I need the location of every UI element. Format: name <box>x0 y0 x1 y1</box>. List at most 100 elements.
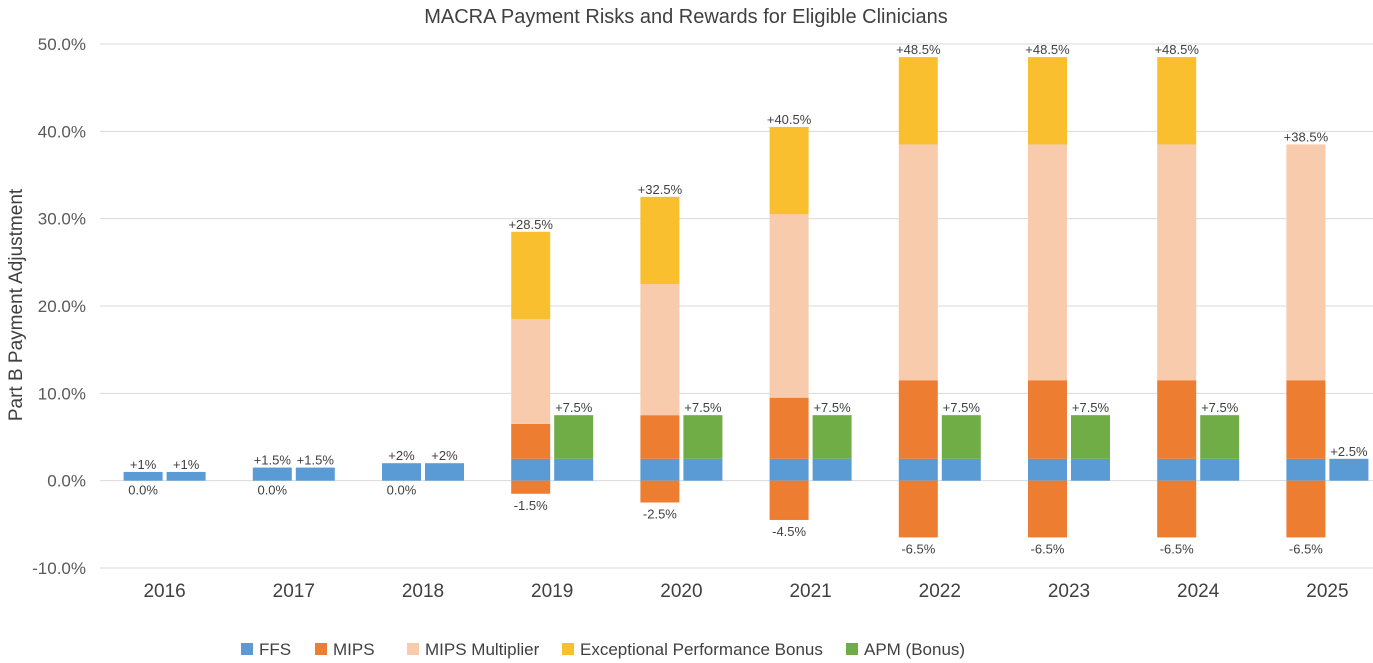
data-label-min: -6.5% <box>1031 541 1065 556</box>
data-label-apm-total: +7.5% <box>1072 400 1110 415</box>
data-label-mips-total: +1% <box>130 457 157 472</box>
bar-ffs <box>1329 458 1369 481</box>
bar-mips-penalty <box>1028 480 1067 538</box>
y-tick-label: 50.0% <box>38 35 86 54</box>
bar-apm-bonus- <box>812 415 852 459</box>
data-label-min: -6.5% <box>1289 541 1323 556</box>
y-tick-label: 10.0% <box>38 384 86 403</box>
bar-ffs <box>123 471 163 481</box>
legend-label: APM (Bonus) <box>864 640 965 659</box>
bar-exceptional-performance-bonus <box>898 57 938 145</box>
data-label-apm-total: +1% <box>173 457 200 472</box>
data-label-mips-total: +40.5% <box>767 112 812 127</box>
y-tick-label: 30.0% <box>38 210 86 229</box>
bar-ffs <box>295 467 335 481</box>
x-tick-label: 2016 <box>143 581 185 602</box>
data-label-mips-total: +38.5% <box>1284 129 1329 144</box>
x-tick-label: 2020 <box>660 581 702 602</box>
bar-mips <box>1286 380 1326 459</box>
bar-mips-penalty <box>1157 480 1197 538</box>
bar-mips-multiplier <box>1157 144 1197 381</box>
x-tick-label: 2021 <box>789 581 831 602</box>
data-labels: +1% +1% 0.0% +1.5% +1.5% 0.0% +2% +2% 0.0% +28.5%… <box>128 42 1368 556</box>
data-label-mips-total: +2% <box>388 448 415 463</box>
legend-swatch <box>562 643 574 655</box>
data-label-mips-total: +28.5% <box>508 217 553 232</box>
x-tick-label: 2022 <box>919 581 961 602</box>
data-label-apm-total: +1.5% <box>297 453 335 468</box>
bar-ffs <box>683 458 723 481</box>
x-tick-label: 2024 <box>1177 581 1220 602</box>
legend-swatch <box>241 643 253 655</box>
data-label-apm-total: +7.5% <box>813 400 851 415</box>
x-tick-label: 2019 <box>531 581 573 602</box>
legend-label: FFS <box>259 640 291 659</box>
legend-item: MIPS Multiplier <box>407 640 540 659</box>
data-label-apm-total: +2.5% <box>1330 444 1368 459</box>
chart-title: MACRA Payment Risks and Rewards for Elig… <box>424 6 948 28</box>
data-label-min: -6.5% <box>1160 541 1194 556</box>
data-label-min: 0.0% <box>257 483 287 498</box>
bar-mips-penalty <box>511 480 551 494</box>
data-label-mips-total: +32.5% <box>638 182 683 197</box>
bar-ffs <box>382 463 421 481</box>
x-tick-label: 2017 <box>273 581 315 602</box>
y-tick-label: 0.0% <box>47 472 86 491</box>
bar-ffs <box>511 458 551 481</box>
bar-ffs <box>1200 458 1240 481</box>
bar-exceptional-performance-bonus <box>1028 57 1067 145</box>
data-label-min: -2.5% <box>643 507 677 522</box>
data-label-min: -4.5% <box>772 524 806 539</box>
data-label-apm-total: +7.5% <box>943 400 981 415</box>
data-label-min: 0.0% <box>128 483 158 498</box>
legend-item: FFS <box>241 640 291 659</box>
x-tick-label: 2023 <box>1048 581 1090 602</box>
legend-label: MIPS <box>333 640 375 659</box>
data-label-mips-total: +48.5% <box>896 42 941 57</box>
bar-mips-multiplier <box>1028 144 1067 381</box>
bar-ffs <box>812 458 852 481</box>
bar-mips <box>511 423 551 459</box>
bar-ffs <box>252 467 292 481</box>
bar-ffs <box>1157 458 1197 481</box>
data-label-mips-total: +48.5% <box>1154 42 1199 57</box>
bar-mips <box>640 415 680 459</box>
bar-exceptional-performance-bonus <box>640 196 680 285</box>
bar-mips-multiplier <box>640 284 680 416</box>
legend-item: APM (Bonus) <box>846 640 965 659</box>
data-label-mips-total: +1.5% <box>254 453 292 468</box>
bar-ffs <box>1071 458 1110 481</box>
bar-ffs <box>898 458 938 481</box>
legend-item: Exceptional Performance Bonus <box>562 640 823 659</box>
data-label-apm-total: +7.5% <box>1201 400 1239 415</box>
bar-apm-bonus- <box>1071 415 1110 459</box>
y-tick-label: 20.0% <box>38 297 86 316</box>
x-axis: 2016 2017 2018 2019 2020 2021 2022 2023 2024 2025 <box>143 581 1348 602</box>
bar-ffs <box>1286 458 1326 481</box>
bar-mips <box>1028 380 1067 459</box>
legend-swatch <box>407 643 419 655</box>
bar-exceptional-performance-bonus <box>769 126 809 215</box>
bars <box>123 57 1369 538</box>
legend-item: MIPS <box>315 640 375 659</box>
data-label-min: -1.5% <box>514 498 548 513</box>
bar-mips-penalty <box>769 480 809 520</box>
data-label-mips-total: +48.5% <box>1025 42 1070 57</box>
bar-mips-multiplier <box>769 214 809 398</box>
legend-swatch <box>315 643 327 655</box>
bar-exceptional-performance-bonus <box>511 231 551 320</box>
data-label-min: -6.5% <box>901 541 935 556</box>
bar-apm-bonus- <box>1200 415 1240 459</box>
y-tick-label: -10.0% <box>32 559 86 578</box>
bar-ffs <box>769 458 809 481</box>
bar-mips-penalty <box>1286 480 1326 538</box>
bar-apm-bonus- <box>554 415 594 459</box>
bar-mips <box>1157 380 1197 459</box>
bar-mips-penalty <box>640 480 680 503</box>
x-tick-label: 2018 <box>402 581 444 602</box>
bar-exceptional-performance-bonus <box>1157 57 1197 145</box>
y-tick-label: 40.0% <box>38 122 86 141</box>
data-label-apm-total: +7.5% <box>555 400 593 415</box>
bar-ffs <box>554 458 594 481</box>
